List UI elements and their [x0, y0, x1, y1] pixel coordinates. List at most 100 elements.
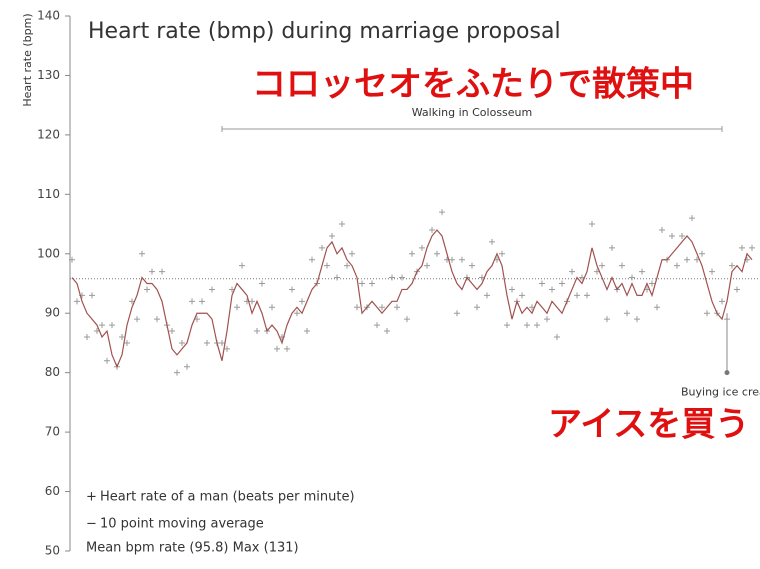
data-point: [234, 304, 240, 311]
data-point: [739, 244, 745, 251]
data-point: [304, 328, 310, 335]
data-point: [289, 286, 295, 293]
data-point: [334, 274, 340, 281]
chart-title: Heart rate (bmp) during marriage proposa…: [88, 19, 561, 44]
data-point: [274, 345, 280, 352]
moving-average-line: [71, 229, 753, 369]
data-point: [554, 334, 560, 340]
data-point: [649, 280, 655, 287]
y-tick-label: 110: [37, 187, 60, 201]
callout: コロッセオをふたりで散策中: [252, 65, 694, 105]
data-point: [609, 244, 615, 251]
y-tick-label: 60: [45, 484, 60, 498]
data-point: [734, 286, 740, 293]
data-point: [139, 250, 145, 257]
y-tick-label: 90: [45, 306, 60, 320]
data-point: [559, 280, 565, 287]
data-point: [154, 316, 160, 323]
data-point: [549, 286, 555, 293]
data-point: [399, 274, 405, 281]
data-point: [89, 292, 95, 299]
data-point: [184, 363, 190, 370]
data-point: [359, 280, 365, 287]
data-point: [349, 250, 355, 257]
data-point: [119, 334, 125, 340]
data-point: [204, 339, 210, 346]
data-point: [424, 262, 430, 269]
data-point: [524, 322, 530, 329]
y-tick-label: 140: [37, 9, 60, 23]
data-point: [449, 256, 455, 263]
data-point: [174, 369, 180, 376]
data-point: [634, 316, 640, 323]
data-point: [259, 280, 265, 287]
data-point: [654, 304, 660, 311]
data-point: [719, 298, 725, 305]
data-point: [679, 232, 685, 239]
legend-label: Heart rate of a man (beats per minute): [100, 490, 355, 505]
legend-label: 10 point moving average: [100, 517, 264, 532]
data-point: [499, 250, 505, 257]
data-point: [169, 328, 175, 335]
data-point: [489, 238, 495, 245]
data-point: [419, 244, 425, 251]
data-point: [669, 232, 675, 239]
data-point: [629, 274, 635, 281]
data-point: [104, 357, 110, 364]
data-point: [374, 322, 380, 329]
data-point: [329, 232, 335, 239]
y-tick-label: 130: [37, 68, 60, 82]
data-point: [674, 262, 680, 269]
data-point: [109, 322, 115, 329]
data-point: [589, 221, 595, 228]
data-point: [179, 339, 185, 346]
data-point: [144, 286, 150, 293]
data-point: [749, 244, 755, 251]
data-point: [224, 345, 230, 352]
data-point: [534, 322, 540, 329]
data-point: [254, 328, 260, 335]
data-point: [474, 304, 480, 311]
data-point: [604, 316, 610, 323]
data-point: [339, 221, 345, 228]
data-point: [429, 227, 435, 233]
data-point: [544, 316, 550, 323]
data-point: [159, 268, 165, 275]
data-point: [389, 274, 395, 281]
annotation-point: [724, 370, 730, 376]
data-point: [599, 262, 605, 269]
data-point: [434, 250, 440, 257]
data-point: [149, 268, 155, 275]
data-point: [344, 262, 350, 269]
data-point: [124, 339, 130, 346]
data-point: [699, 250, 705, 257]
y-tick-label: 80: [45, 365, 60, 379]
y-tick-label: 120: [37, 127, 60, 141]
annotation: Buying ice cream: [681, 386, 760, 399]
data-point: [384, 328, 390, 335]
data-point: [99, 322, 105, 329]
legend-marker: +: [86, 490, 97, 505]
data-point: [319, 244, 325, 251]
data-point: [379, 304, 385, 311]
data-point: [729, 262, 735, 269]
data-point: [509, 286, 515, 293]
data-point: [209, 286, 215, 293]
data-point: [269, 304, 275, 311]
data-point: [574, 292, 580, 299]
data-point: [519, 292, 525, 299]
data-point: [624, 310, 630, 317]
data-point: [189, 298, 195, 305]
data-point: [309, 256, 315, 263]
legend-marker: −: [86, 517, 97, 532]
data-point: [639, 268, 645, 275]
data-point: [584, 292, 590, 299]
data-point: [354, 304, 360, 311]
data-point: [219, 339, 225, 346]
data-point: [454, 310, 460, 317]
data-point: [659, 227, 665, 233]
callout: アイスを買う: [548, 405, 749, 445]
data-point: [704, 310, 710, 317]
data-point: [689, 215, 695, 222]
